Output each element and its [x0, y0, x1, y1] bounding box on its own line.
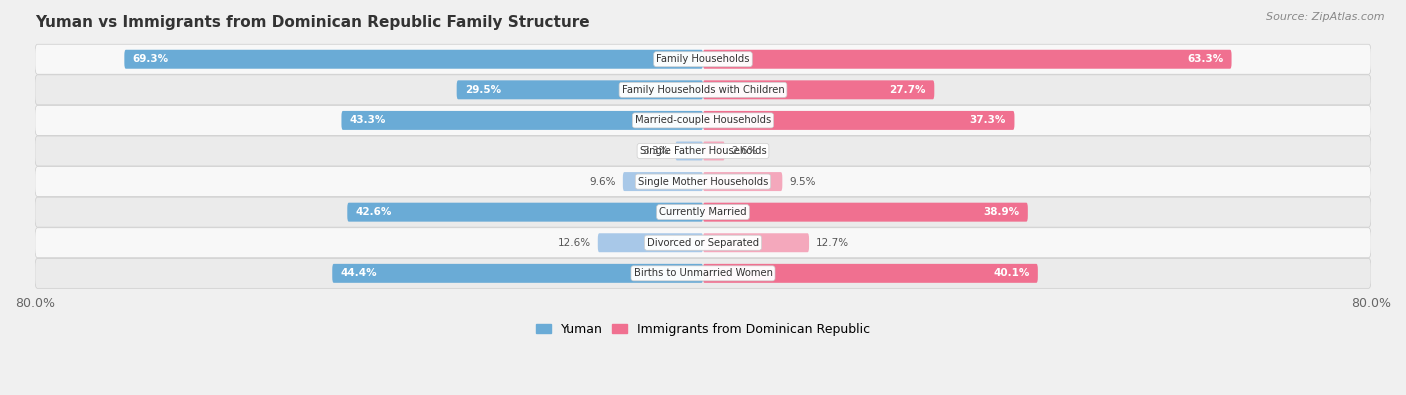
FancyBboxPatch shape	[35, 167, 1371, 197]
Text: Single Mother Households: Single Mother Households	[638, 177, 768, 186]
FancyBboxPatch shape	[598, 233, 703, 252]
FancyBboxPatch shape	[703, 203, 1028, 222]
Text: 12.6%: 12.6%	[558, 238, 591, 248]
Text: 3.3%: 3.3%	[643, 146, 669, 156]
Text: Married-couple Households: Married-couple Households	[636, 115, 770, 125]
Text: Single Father Households: Single Father Households	[640, 146, 766, 156]
FancyBboxPatch shape	[675, 141, 703, 160]
FancyBboxPatch shape	[703, 264, 1038, 283]
FancyBboxPatch shape	[35, 258, 1371, 288]
FancyBboxPatch shape	[35, 228, 1371, 258]
Text: Divorced or Separated: Divorced or Separated	[647, 238, 759, 248]
Text: 63.3%: 63.3%	[1187, 54, 1223, 64]
FancyBboxPatch shape	[124, 50, 703, 69]
Text: 42.6%: 42.6%	[356, 207, 392, 217]
FancyBboxPatch shape	[703, 50, 1232, 69]
FancyBboxPatch shape	[703, 172, 782, 191]
Text: Currently Married: Currently Married	[659, 207, 747, 217]
Text: 69.3%: 69.3%	[132, 54, 169, 64]
FancyBboxPatch shape	[332, 264, 703, 283]
Text: 38.9%: 38.9%	[983, 207, 1019, 217]
Text: 40.1%: 40.1%	[993, 268, 1029, 278]
Text: Yuman vs Immigrants from Dominican Republic Family Structure: Yuman vs Immigrants from Dominican Repub…	[35, 15, 589, 30]
FancyBboxPatch shape	[623, 172, 703, 191]
Text: 44.4%: 44.4%	[340, 268, 377, 278]
Text: Source: ZipAtlas.com: Source: ZipAtlas.com	[1267, 12, 1385, 22]
FancyBboxPatch shape	[457, 80, 703, 99]
Text: Births to Unmarried Women: Births to Unmarried Women	[634, 268, 772, 278]
Text: 12.7%: 12.7%	[815, 238, 849, 248]
Text: 27.7%: 27.7%	[890, 85, 927, 95]
FancyBboxPatch shape	[35, 44, 1371, 74]
Text: 9.6%: 9.6%	[589, 177, 616, 186]
Text: Family Households with Children: Family Households with Children	[621, 85, 785, 95]
Text: 2.6%: 2.6%	[731, 146, 758, 156]
Text: 43.3%: 43.3%	[350, 115, 387, 125]
Legend: Yuman, Immigrants from Dominican Republic: Yuman, Immigrants from Dominican Republi…	[530, 318, 876, 340]
FancyBboxPatch shape	[703, 233, 808, 252]
FancyBboxPatch shape	[703, 141, 724, 160]
FancyBboxPatch shape	[703, 80, 935, 99]
FancyBboxPatch shape	[342, 111, 703, 130]
FancyBboxPatch shape	[35, 136, 1371, 166]
Text: 9.5%: 9.5%	[789, 177, 815, 186]
FancyBboxPatch shape	[35, 197, 1371, 227]
FancyBboxPatch shape	[703, 111, 1015, 130]
Text: 29.5%: 29.5%	[465, 85, 501, 95]
FancyBboxPatch shape	[347, 203, 703, 222]
FancyBboxPatch shape	[35, 105, 1371, 135]
Text: 37.3%: 37.3%	[970, 115, 1007, 125]
Text: Family Households: Family Households	[657, 54, 749, 64]
FancyBboxPatch shape	[35, 75, 1371, 105]
